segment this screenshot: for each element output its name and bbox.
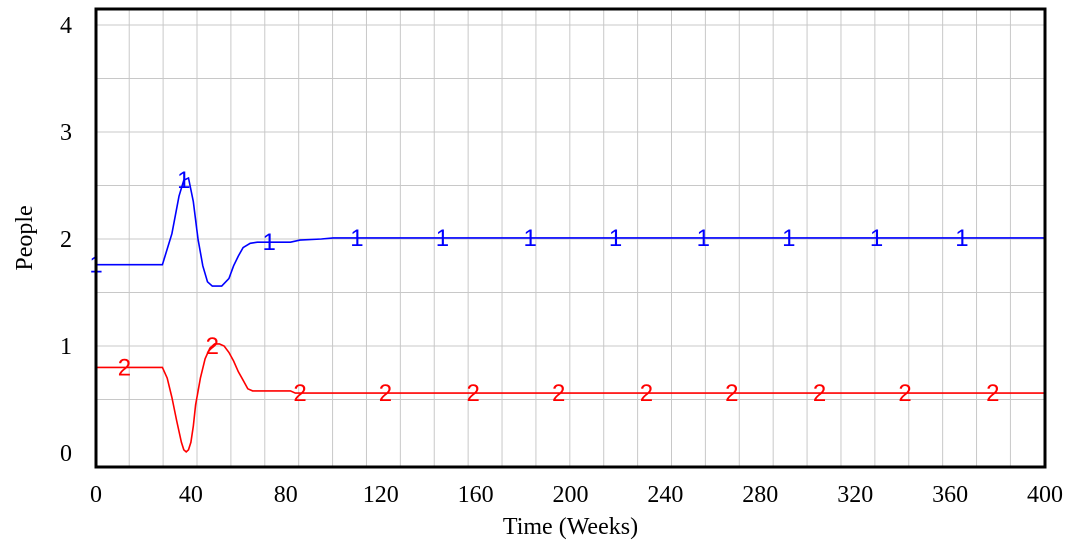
- series-2-line: [96, 343, 1045, 453]
- plot-frame: [94, 7, 1047, 469]
- y-tick-label: 0: [60, 441, 72, 467]
- series-2-marker: 2: [118, 354, 131, 381]
- x-tick-label: 320: [837, 482, 873, 508]
- series-2-marker: 2: [467, 380, 480, 407]
- x-tick-label: 400: [1027, 482, 1063, 508]
- series-1-marker: 1: [263, 229, 276, 256]
- series-1-marker: 1: [436, 225, 449, 252]
- y-axis-ticks: 0 1 2 3 4: [60, 13, 72, 467]
- y-tick-label: 1: [60, 334, 72, 360]
- x-tick-label: 160: [458, 482, 494, 508]
- series-1-marker: 1: [609, 225, 622, 252]
- series-1-marker: 1: [177, 167, 190, 194]
- x-axis-ticks: 0 40 80 120 160 200 240 280 320 360 400: [90, 482, 1063, 508]
- series-2-marker: 2: [640, 380, 653, 407]
- series-1-marker: 1: [782, 225, 795, 252]
- series-2-marker: 2: [725, 380, 738, 407]
- series-2-marker: 2: [813, 380, 826, 407]
- x-tick-label: 0: [90, 482, 102, 508]
- series-layer: [96, 176, 1045, 453]
- x-tick-label: 240: [647, 482, 683, 508]
- series-1-marker: 1: [523, 225, 536, 252]
- series-1-marker: 1: [955, 225, 968, 252]
- y-tick-label: 4: [60, 13, 72, 39]
- y-tick-label: 3: [60, 120, 72, 146]
- y-tick-label: 2: [60, 227, 72, 253]
- series-2-marker: 2: [206, 333, 219, 360]
- series-1-marker: 1: [350, 225, 363, 252]
- x-tick-label: 360: [932, 482, 968, 508]
- series-2-marker: 2: [379, 380, 392, 407]
- series-1-marker: 1: [870, 225, 883, 252]
- series-1-line: [96, 176, 1045, 287]
- x-tick-label: 200: [553, 482, 589, 508]
- series-2-marker: 2: [552, 380, 565, 407]
- x-tick-label: 80: [274, 482, 298, 508]
- series-2-marker: 2: [898, 380, 911, 407]
- y-axis-label: People: [12, 205, 38, 270]
- x-axis-label: Time (Weeks): [503, 514, 638, 540]
- series-1-marker: 1: [697, 225, 710, 252]
- x-tick-label: 280: [742, 482, 778, 508]
- series-2-marker: 2: [293, 380, 306, 407]
- x-tick-label: 120: [363, 482, 399, 508]
- series-2-marker: 2: [986, 380, 999, 407]
- x-tick-label: 40: [179, 482, 203, 508]
